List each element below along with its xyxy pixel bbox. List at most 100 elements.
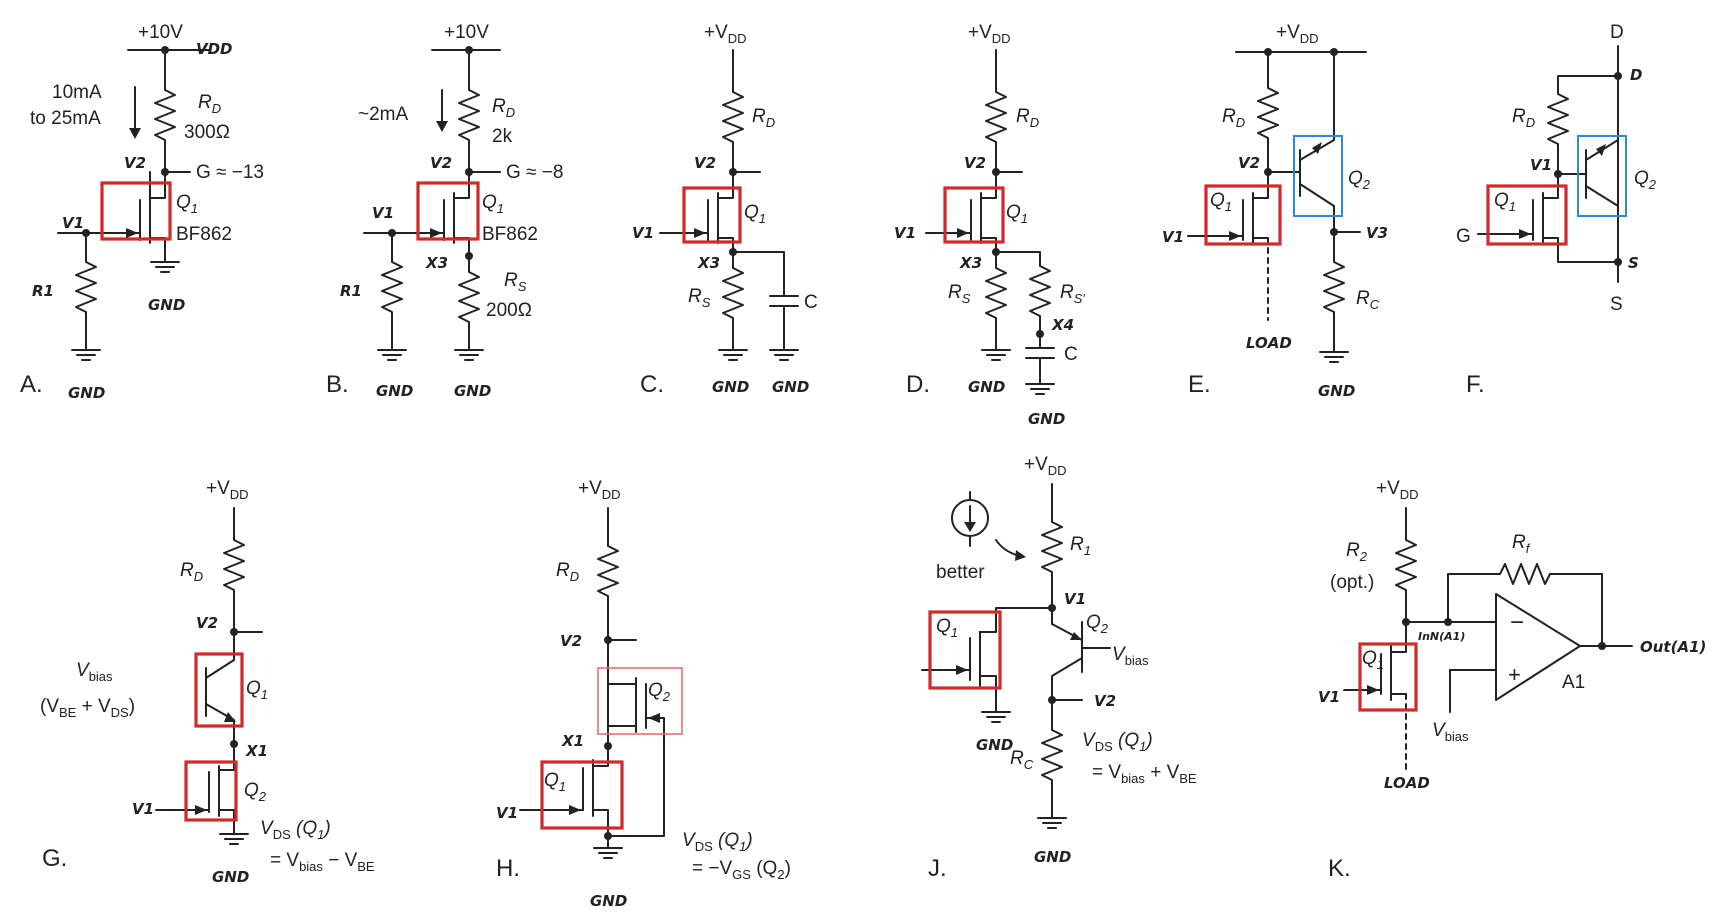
a-vdd-label: VDD bbox=[196, 40, 233, 58]
e-vdd-label: +VDD bbox=[1276, 22, 1319, 46]
k-r2-label: R2 bbox=[1346, 540, 1368, 564]
j-vds-eq: = Vbias + VBE bbox=[1092, 762, 1197, 786]
k-load-label: LOAD bbox=[1384, 774, 1430, 792]
e-q1-label: Q1 bbox=[1210, 190, 1232, 214]
d-gnd-label-2: GND bbox=[1028, 410, 1065, 428]
panel-j-circuit bbox=[921, 483, 1111, 829]
c-q1-label: Q1 bbox=[744, 202, 766, 226]
k-inn-label: InN(A1) bbox=[1418, 630, 1465, 643]
panel-c-circuit bbox=[659, 49, 799, 361]
k-plus-label: + bbox=[1508, 662, 1521, 687]
j-q2-label: Q2 bbox=[1086, 612, 1109, 636]
g-x1-label: X1 bbox=[245, 742, 268, 760]
b-gain-label: G ≈ −8 bbox=[506, 162, 563, 183]
h-v2-label: V2 bbox=[560, 632, 582, 650]
j-gnd-label-1: GND bbox=[976, 736, 1013, 754]
panel-b-label: B. bbox=[326, 371, 349, 398]
d-rs-label: RS bbox=[948, 282, 971, 306]
f-q2-label: Q2 bbox=[1634, 168, 1657, 192]
e-load-label: LOAD bbox=[1246, 334, 1292, 352]
c-vdd-label: +VDD bbox=[704, 22, 747, 46]
j-vbias-label: Vbias bbox=[1112, 644, 1149, 668]
d-x4-label: X4 bbox=[1051, 316, 1074, 334]
f-v1-label: V1 bbox=[1530, 156, 1552, 174]
a-gain-label: G ≈ −13 bbox=[196, 162, 264, 183]
e-gnd-label: GND bbox=[1318, 382, 1355, 400]
h-q1-label: Q1 bbox=[544, 770, 566, 794]
e-v2-label: V2 bbox=[1238, 154, 1260, 172]
a-v2-label: V2 bbox=[124, 154, 146, 172]
f-drain-hand-label: D bbox=[1630, 66, 1642, 84]
c-v1-label: V1 bbox=[632, 224, 654, 242]
c-rd-label: RD bbox=[752, 106, 775, 130]
k-vbias-label: Vbias bbox=[1432, 720, 1469, 744]
h-vdd-label: +VDD bbox=[578, 478, 621, 502]
panel-h-circuit bbox=[519, 507, 683, 859]
b-rs-value: 200Ω bbox=[486, 300, 532, 321]
d-cap-label: C bbox=[1064, 344, 1078, 365]
k-vdd-label: +VDD bbox=[1376, 478, 1419, 502]
d-vdd-label: +VDD bbox=[968, 22, 1011, 46]
b-r1-label: R1 bbox=[340, 282, 362, 300]
a-supply-label: +10V bbox=[138, 22, 183, 43]
h-x1-label: X1 bbox=[561, 732, 584, 750]
b-gnd-label-2: GND bbox=[454, 382, 491, 400]
d-q1-label: Q1 bbox=[1006, 202, 1028, 226]
d-v1-label: V1 bbox=[894, 224, 916, 242]
h-vds-eq: = −VGS (Q2) bbox=[692, 858, 791, 882]
d-rs2-label: RS′ bbox=[1060, 282, 1085, 306]
j-better-label: better bbox=[936, 562, 985, 583]
panel-k-label: K. bbox=[1328, 855, 1351, 882]
e-rc-label: RC bbox=[1356, 288, 1380, 312]
g-q1-label: Q1 bbox=[246, 678, 268, 702]
k-opt-label: (opt.) bbox=[1330, 572, 1374, 593]
a-gnd-label-2: GND bbox=[68, 384, 105, 402]
b-v2-label: V2 bbox=[430, 154, 452, 172]
c-x3-label: X3 bbox=[697, 254, 720, 272]
a-part-label: BF862 bbox=[176, 224, 232, 245]
j-rc-label: RC bbox=[1010, 748, 1034, 772]
a-gnd-label-1: GND bbox=[148, 296, 185, 314]
h-gnd-label: GND bbox=[590, 892, 627, 910]
k-q1-label: Q1 bbox=[1362, 648, 1384, 672]
j-q1-label: Q1 bbox=[936, 616, 958, 640]
panel-c-label: C. bbox=[640, 371, 664, 398]
panel-e-circuit bbox=[1187, 48, 1367, 363]
b-rs-label: RS bbox=[504, 270, 527, 294]
f-source-hand-label: S bbox=[1628, 254, 1639, 272]
j-v1-label: V1 bbox=[1064, 590, 1086, 608]
panel-f-circuit bbox=[1477, 45, 1627, 283]
panel-k-circuit bbox=[1343, 507, 1633, 771]
panel-d-label: D. bbox=[906, 371, 930, 398]
e-rd-label: RD bbox=[1222, 106, 1245, 130]
a-rd-value: 300Ω bbox=[184, 122, 230, 143]
b-v1-label: V1 bbox=[372, 204, 394, 222]
d-gnd-label-1: GND bbox=[968, 378, 1005, 396]
a-v1-label: V1 bbox=[62, 214, 84, 232]
panel-g-label: G. bbox=[42, 845, 67, 872]
k-out-label: Out(A1) bbox=[1640, 638, 1706, 656]
k-rf-label: Rf bbox=[1512, 532, 1531, 556]
e-q2-label: Q2 bbox=[1348, 168, 1371, 192]
a-current-label-2: to 25mA bbox=[30, 108, 101, 129]
panel-d-circuit bbox=[925, 49, 1055, 395]
g-vbias-label: Vbias bbox=[76, 660, 113, 684]
f-rd-label: RD bbox=[1512, 106, 1535, 130]
a-rd-label: RD bbox=[198, 92, 221, 116]
j-gnd-label-2: GND bbox=[1034, 848, 1071, 866]
f-q1-label: Q1 bbox=[1494, 190, 1516, 214]
k-v1-label: V1 bbox=[1318, 688, 1340, 706]
a-q1-label: Q1 bbox=[176, 192, 198, 216]
k-minus-label: − bbox=[1510, 609, 1524, 636]
panel-e-label: E. bbox=[1188, 371, 1211, 398]
panel-a-circuit bbox=[57, 46, 211, 361]
g-gnd-label: GND bbox=[212, 868, 249, 886]
f-source-label: S bbox=[1610, 294, 1623, 315]
c-rs-label: RS bbox=[688, 286, 711, 310]
j-vdd-label: +VDD bbox=[1024, 454, 1067, 478]
b-rd-label: RD bbox=[492, 96, 515, 120]
h-v1-label: V1 bbox=[496, 804, 518, 822]
b-current-label: ~2mA bbox=[358, 104, 408, 125]
panel-j-label: J. bbox=[928, 855, 947, 882]
